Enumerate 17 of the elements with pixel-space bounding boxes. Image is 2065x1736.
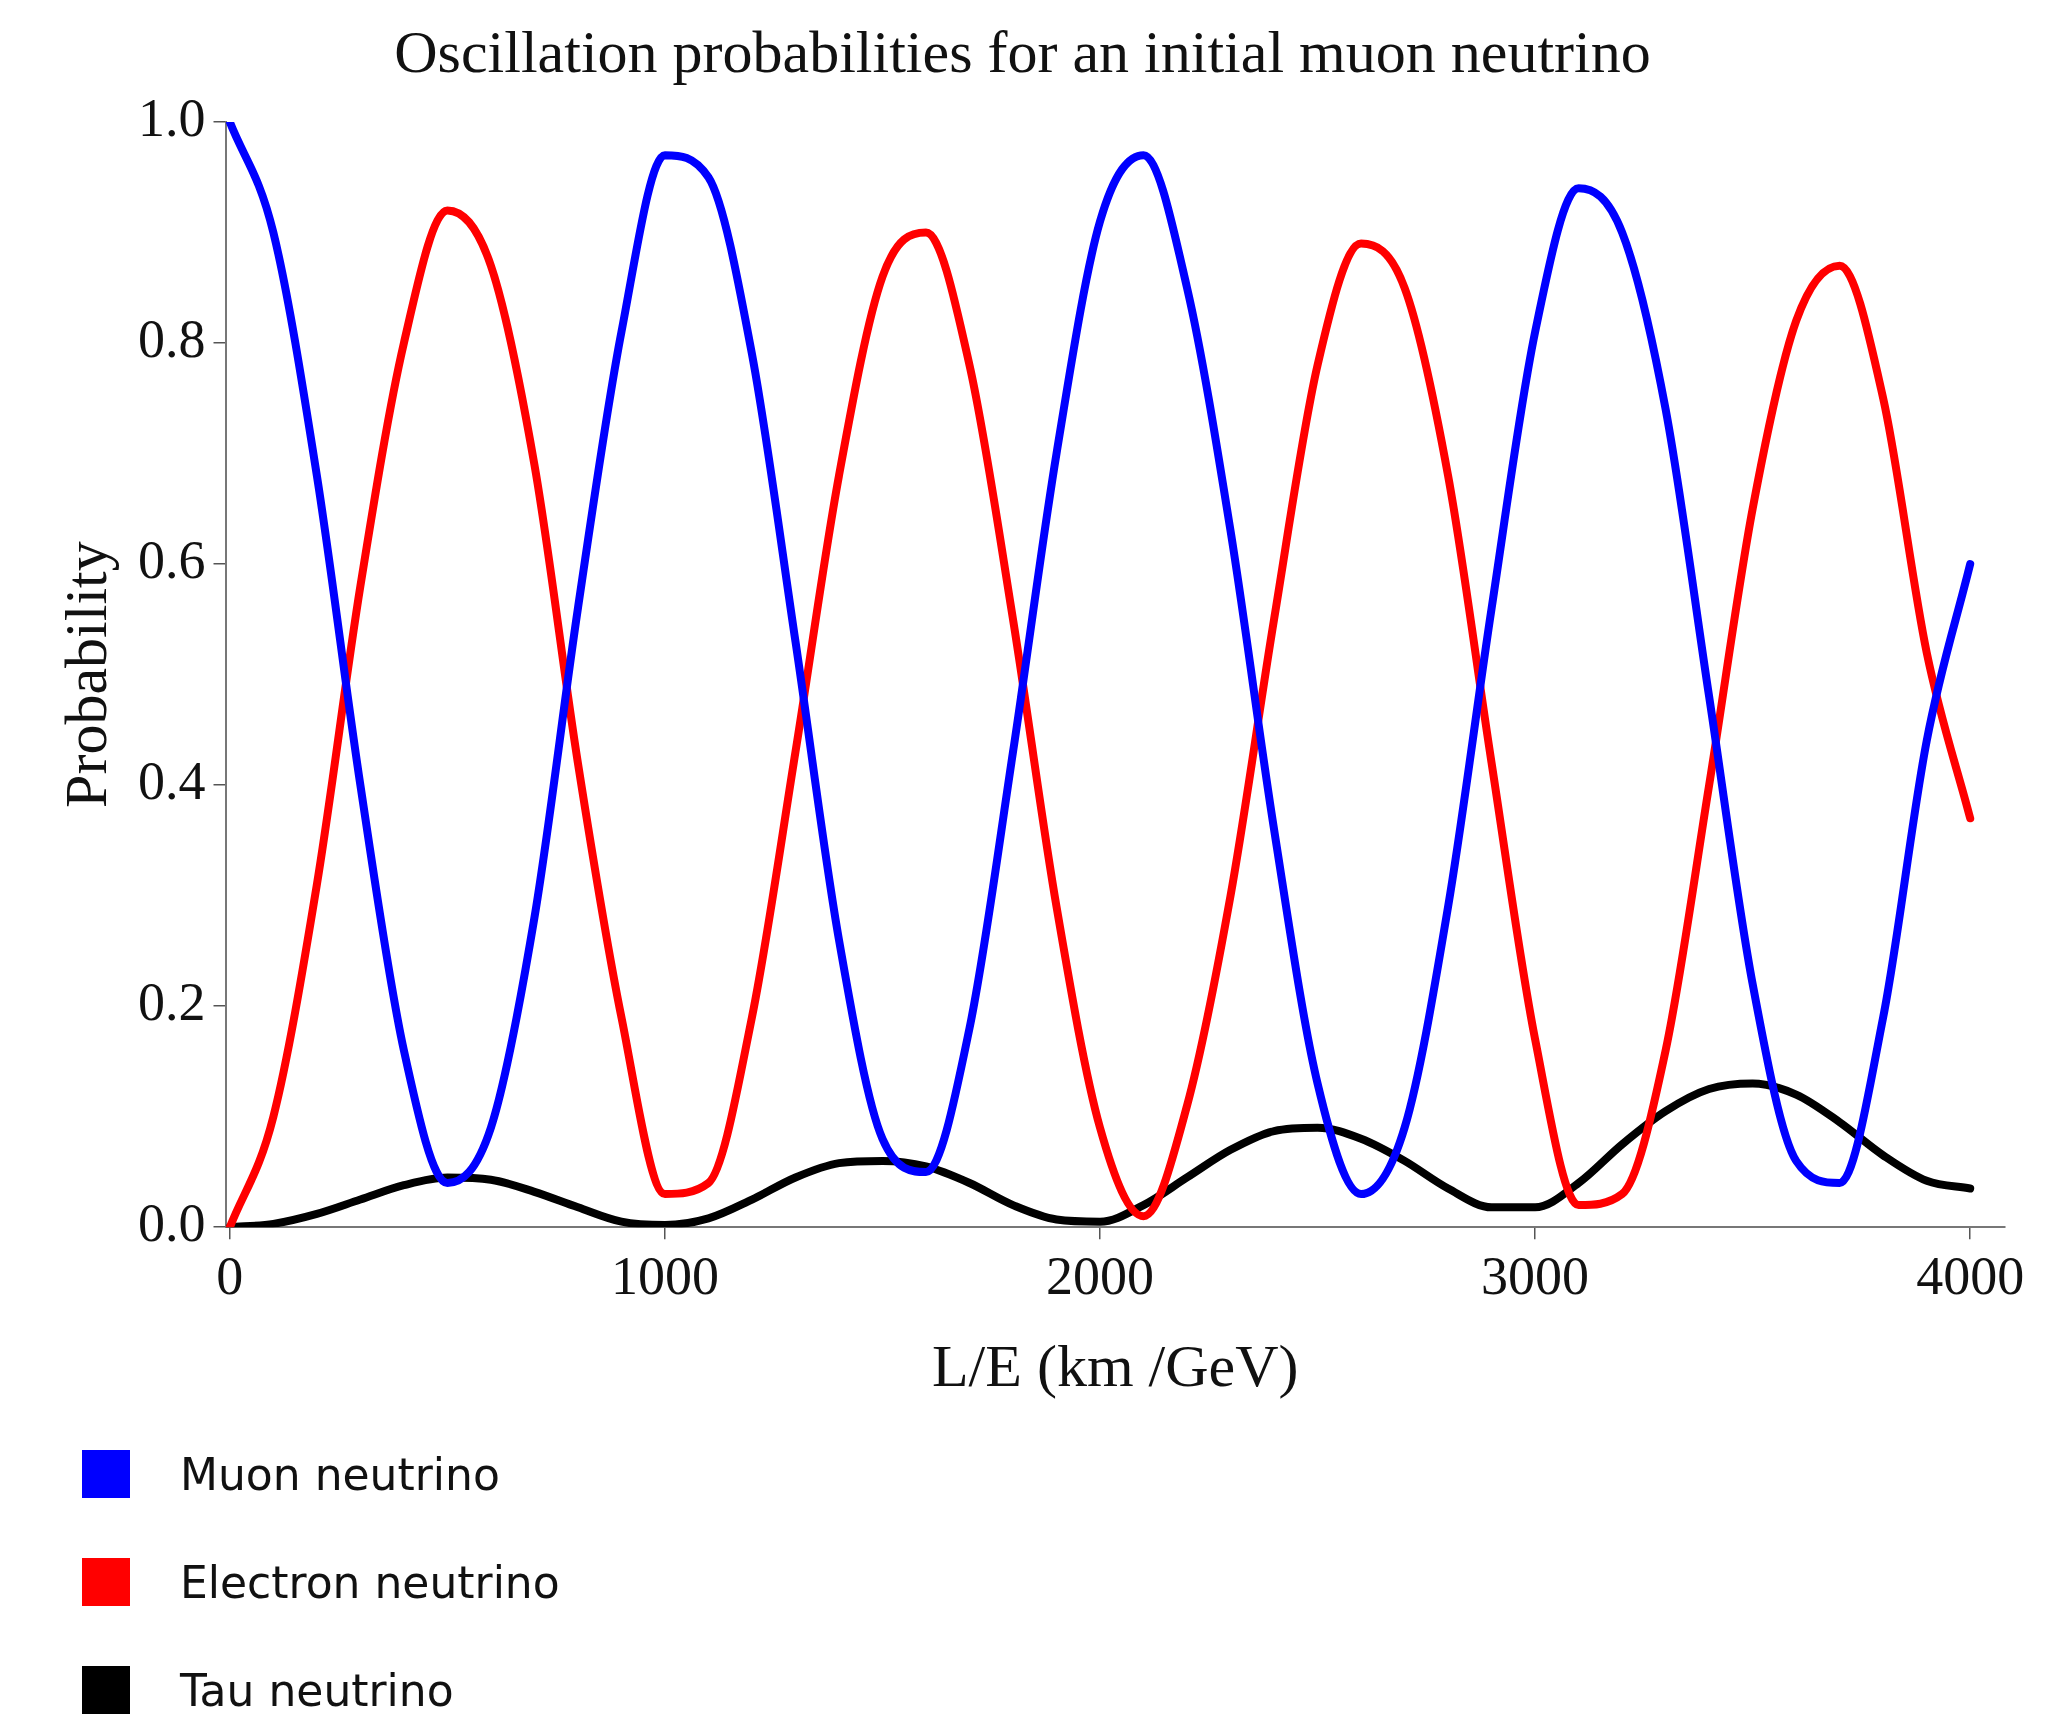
y-tick-label: 0.8 <box>138 309 206 370</box>
chart-title: Oscillation probabilities for an initial muon neutrino <box>394 18 1651 85</box>
x-tick-label: 4000 <box>1916 1245 2025 1306</box>
y-tick-label: 0.0 <box>138 1193 206 1254</box>
legend-label: Tau neutrino <box>180 1664 454 1716</box>
x-axis-title: L/E (km /GeV) <box>931 1332 1299 1399</box>
y-axis-title: Probability <box>52 541 119 808</box>
y-tick-label: 1.0 <box>138 88 206 149</box>
legend-label: Muon neutrino <box>180 1448 500 1500</box>
x-tick-label: 3000 <box>1481 1245 1590 1306</box>
x-tick-label: 1000 <box>610 1245 719 1306</box>
legend-label: Electron neutrino <box>180 1556 560 1608</box>
y-tick-label: 0.2 <box>138 972 206 1033</box>
y-tick-label: 0.6 <box>138 530 206 591</box>
x-tick-label: 0 <box>216 1245 244 1306</box>
x-tick-label: 2000 <box>1046 1245 1155 1306</box>
y-tick-label: 0.4 <box>138 751 206 812</box>
